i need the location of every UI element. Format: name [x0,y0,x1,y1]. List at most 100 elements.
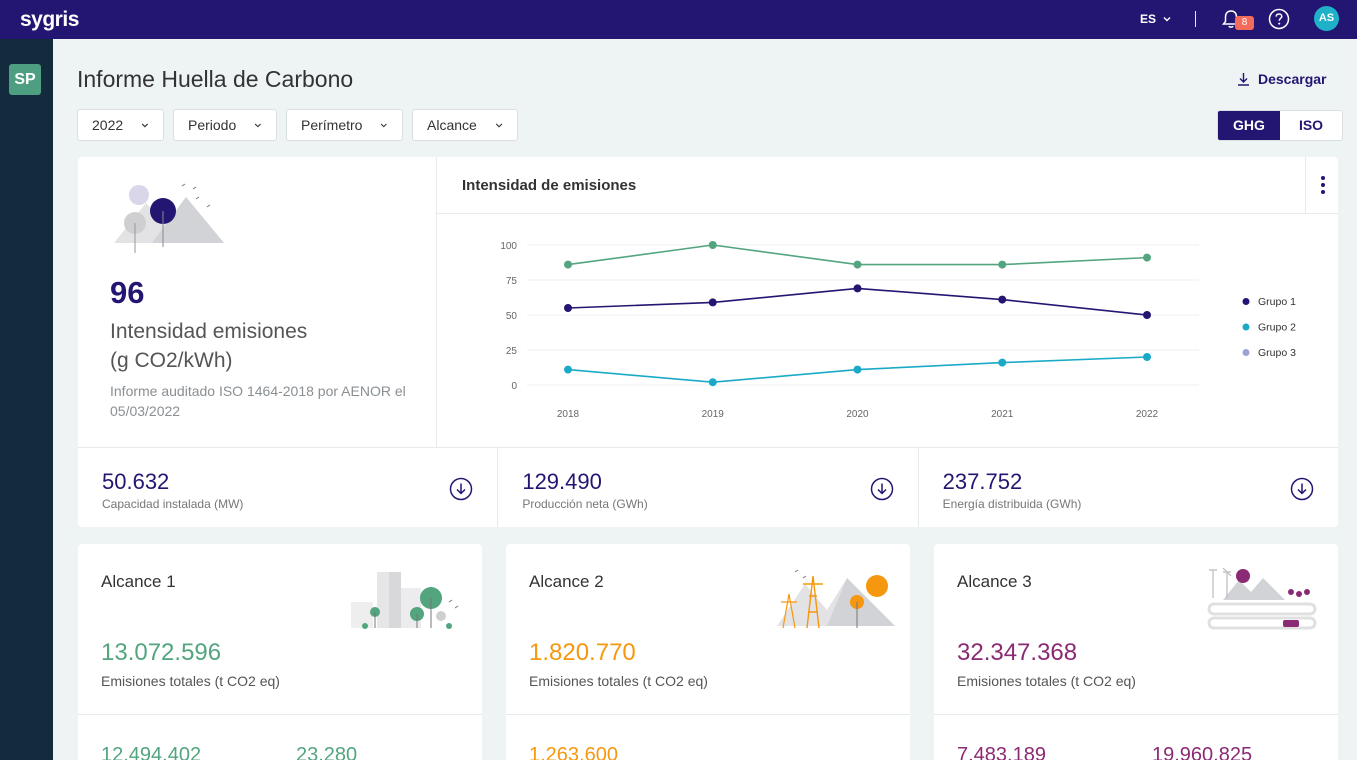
help-icon[interactable] [1268,8,1290,30]
intensity-card: 96 Intensidad emisiones (g CO2/kWh) Info… [78,157,1338,527]
chevron-down-icon [381,123,388,127]
alcance-subtitle: Emisiones totales (t CO2 eq) [529,673,708,689]
legend-label: Grupo 2 [1258,322,1296,334]
language-label: ES [1140,12,1157,26]
y-tick-label: 75 [506,276,518,287]
data-point [708,241,717,249]
filter-periodo-label: Periodo [188,117,237,133]
card-divider [506,714,910,715]
data-point [564,304,572,312]
city-trees-illustration [351,572,459,629]
top-bar: sygris ES 8 AS [0,0,1357,39]
filter-bar: 2022 Periodo Perímetro Alcance [77,109,518,141]
mountains-trees-illustration [114,183,224,253]
chart-title: Intensidad de emisiones [462,177,637,194]
alcance-value-1: 1.263.600 [529,744,618,760]
kpi-value: 237.752 [942,469,1023,494]
alcance-title: Alcance 3 [957,572,1032,591]
filter-alcance[interactable]: Alcance [412,109,518,141]
kpi-energia: 237.752 Energía distribuida (GWh) [919,448,1338,527]
audit-note: Informe auditado ISO 1464-2018 por AENOR… [110,383,406,419]
topbar-divider [1195,11,1196,27]
data-point [853,260,862,269]
alcance-value-1: 12.494.402 [101,744,202,760]
app-logo[interactable]: sygris [20,8,79,31]
intensity-value: 96 [110,275,145,310]
x-tick-label: 2019 [702,409,725,420]
emissions-chart-panel: Intensidad de emisiones 100 75 50 25 0 2018 20… [437,157,1338,447]
download-circle-icon[interactable] [870,477,894,501]
filter-year[interactable]: 2022 [77,109,164,141]
download-circle-icon[interactable] [449,477,473,501]
emissions-line-chart: 100 75 50 25 0 2018 2019 2020 2021 2022 Grupo 1 Gru… [500,241,1296,420]
toggle-ghg[interactable]: GHG [1218,111,1280,140]
language-selector[interactable]: ES [1140,12,1172,26]
x-tick-label: 2022 [1136,409,1159,420]
data-point [564,260,572,269]
alcance-value-2: 19.960.825 [1152,744,1253,760]
workspace-badge[interactable]: SP [9,64,41,95]
data-point [564,365,572,374]
alcance-subtitle: Emisiones totales (t CO2 eq) [101,673,280,689]
legend-marker [1242,349,1250,356]
data-point [998,260,1007,269]
road-car-illustration [1207,567,1317,630]
alcance-total: 1.820.770 [529,639,636,666]
download-label: Descargar [1258,71,1327,87]
x-tick-label: 2018 [557,409,580,420]
kpi-value: 50.632 [102,469,170,494]
kpi-value: 129.490 [522,469,602,494]
chevron-down-icon [1163,17,1171,22]
sidebar: SP [0,39,53,760]
data-point [1143,253,1151,262]
chevron-down-icon [255,123,262,127]
filter-alcance-label: Alcance [427,117,477,133]
legend-label: Grupo 1 [1258,296,1296,308]
bell-icon[interactable] [1220,8,1242,30]
kpi-label: Capacidad instalada (MW) [102,497,244,511]
download-icon [1238,73,1249,86]
chevron-down-icon [141,123,149,127]
intensity-label-line1: Intensidad emisiones [110,320,308,343]
notification-count-badge: 8 [1235,16,1254,30]
data-point [1143,311,1151,319]
intensity-label: Intensidad emisiones (g CO2/kWh) [110,317,370,375]
toggle-iso[interactable]: ISO [1298,117,1324,133]
data-point [708,378,717,387]
filter-perimetro-label: Perímetro [301,117,363,133]
download-button[interactable]: Descargar [1237,71,1327,87]
kpi-capacidad: 50.632 Capacidad instalada (MW) [78,448,499,527]
data-point [853,365,862,374]
legend-marker [1242,298,1250,305]
alcance-1-card[interactable]: Alcance 1 13.072.596 Emisiones totales (… [78,544,482,760]
alcance-value-1: 7.483.189 [957,744,1046,760]
intensity-summary: 96 Intensidad emisiones (g CO2/kWh) Info… [78,157,437,447]
y-tick-label: 0 [511,381,517,392]
filter-perimetro[interactable]: Perímetro [286,109,403,141]
alcance-3-card[interactable]: Alcance 3 32.347.368 Emisiones totales (… [934,544,1338,760]
download-circle-icon[interactable] [1290,477,1314,501]
y-tick-label: 100 [500,241,517,252]
alcance-value-2: 23.280 [296,744,358,760]
card-divider [934,714,1338,715]
chart-header: Intensidad de emisiones [437,157,1338,214]
standard-toggle: GHG ISO [1217,110,1343,141]
page-title: Informe Huella de Carbono [77,66,354,92]
kpi-produccion: 129.490 Producción neta (GWh) [498,448,919,527]
alcance-title: Alcance 2 [529,572,604,591]
alcance-subtitle: Emisiones totales (t CO2 eq) [957,673,1136,689]
legend-label: Grupo 3 [1258,347,1296,359]
data-point [853,284,862,293]
alcance-total: 32.347.368 [957,639,1078,666]
x-tick-label: 2021 [991,409,1014,420]
intensity-label-line2: (g CO2/kWh) [110,349,233,372]
kpi-row: 50.632 Capacidad instalada (MW) 129.490 … [78,447,1338,527]
filter-periodo[interactable]: Periodo [173,109,277,141]
kpi-label: Producción neta (GWh) [522,497,648,511]
alcance-2-card[interactable]: Alcance 2 1.820.770 Emisiones totales (t… [506,544,910,760]
card-divider [78,714,482,715]
alcance-total: 13.072.596 [101,639,222,666]
user-avatar[interactable]: AS [1314,6,1339,31]
alcance-title: Alcance 1 [101,572,176,591]
more-options-icon[interactable] [1305,157,1338,214]
